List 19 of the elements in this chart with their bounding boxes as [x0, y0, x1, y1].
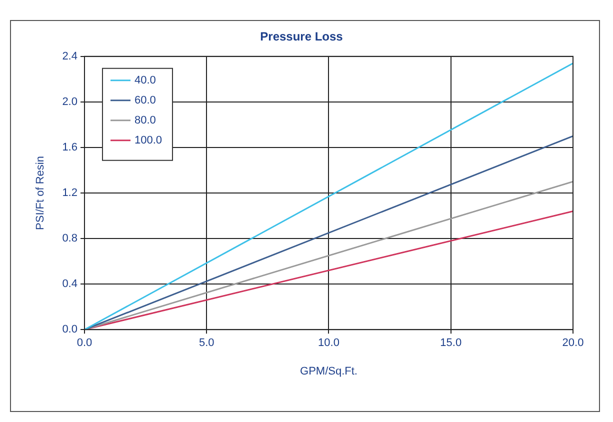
y-tick-label: 1.6 — [62, 142, 78, 154]
y-tick-label: 0.8 — [62, 232, 78, 245]
x-tick-label: 15.0 — [440, 337, 462, 350]
legend-label: 80.0 — [134, 114, 156, 126]
y-tick-label: 0.4 — [62, 278, 78, 290]
x-tick-label: 20.0 — [562, 337, 584, 350]
legend-label: 100.0 — [134, 134, 162, 146]
y-tick-label: 2.4 — [62, 50, 78, 62]
legend-label: 40.0 — [134, 74, 156, 86]
y-tick-label: 2.0 — [62, 96, 78, 108]
x-tick-label: 10.0 — [318, 337, 340, 350]
chart-title: Pressure Loss — [260, 30, 344, 44]
x-tick-label: 0.0 — [76, 337, 92, 350]
x-axis-title: GPM/Sq.Ft. — [300, 365, 358, 378]
x-tick-label: 5.0 — [198, 337, 214, 350]
legend-label: 60.0 — [134, 94, 156, 106]
y-axis-title: PSI/Ft of Resin — [34, 156, 47, 230]
y-tick-label: 0.0 — [62, 324, 78, 336]
y-tick-label: 1.2 — [62, 187, 78, 200]
